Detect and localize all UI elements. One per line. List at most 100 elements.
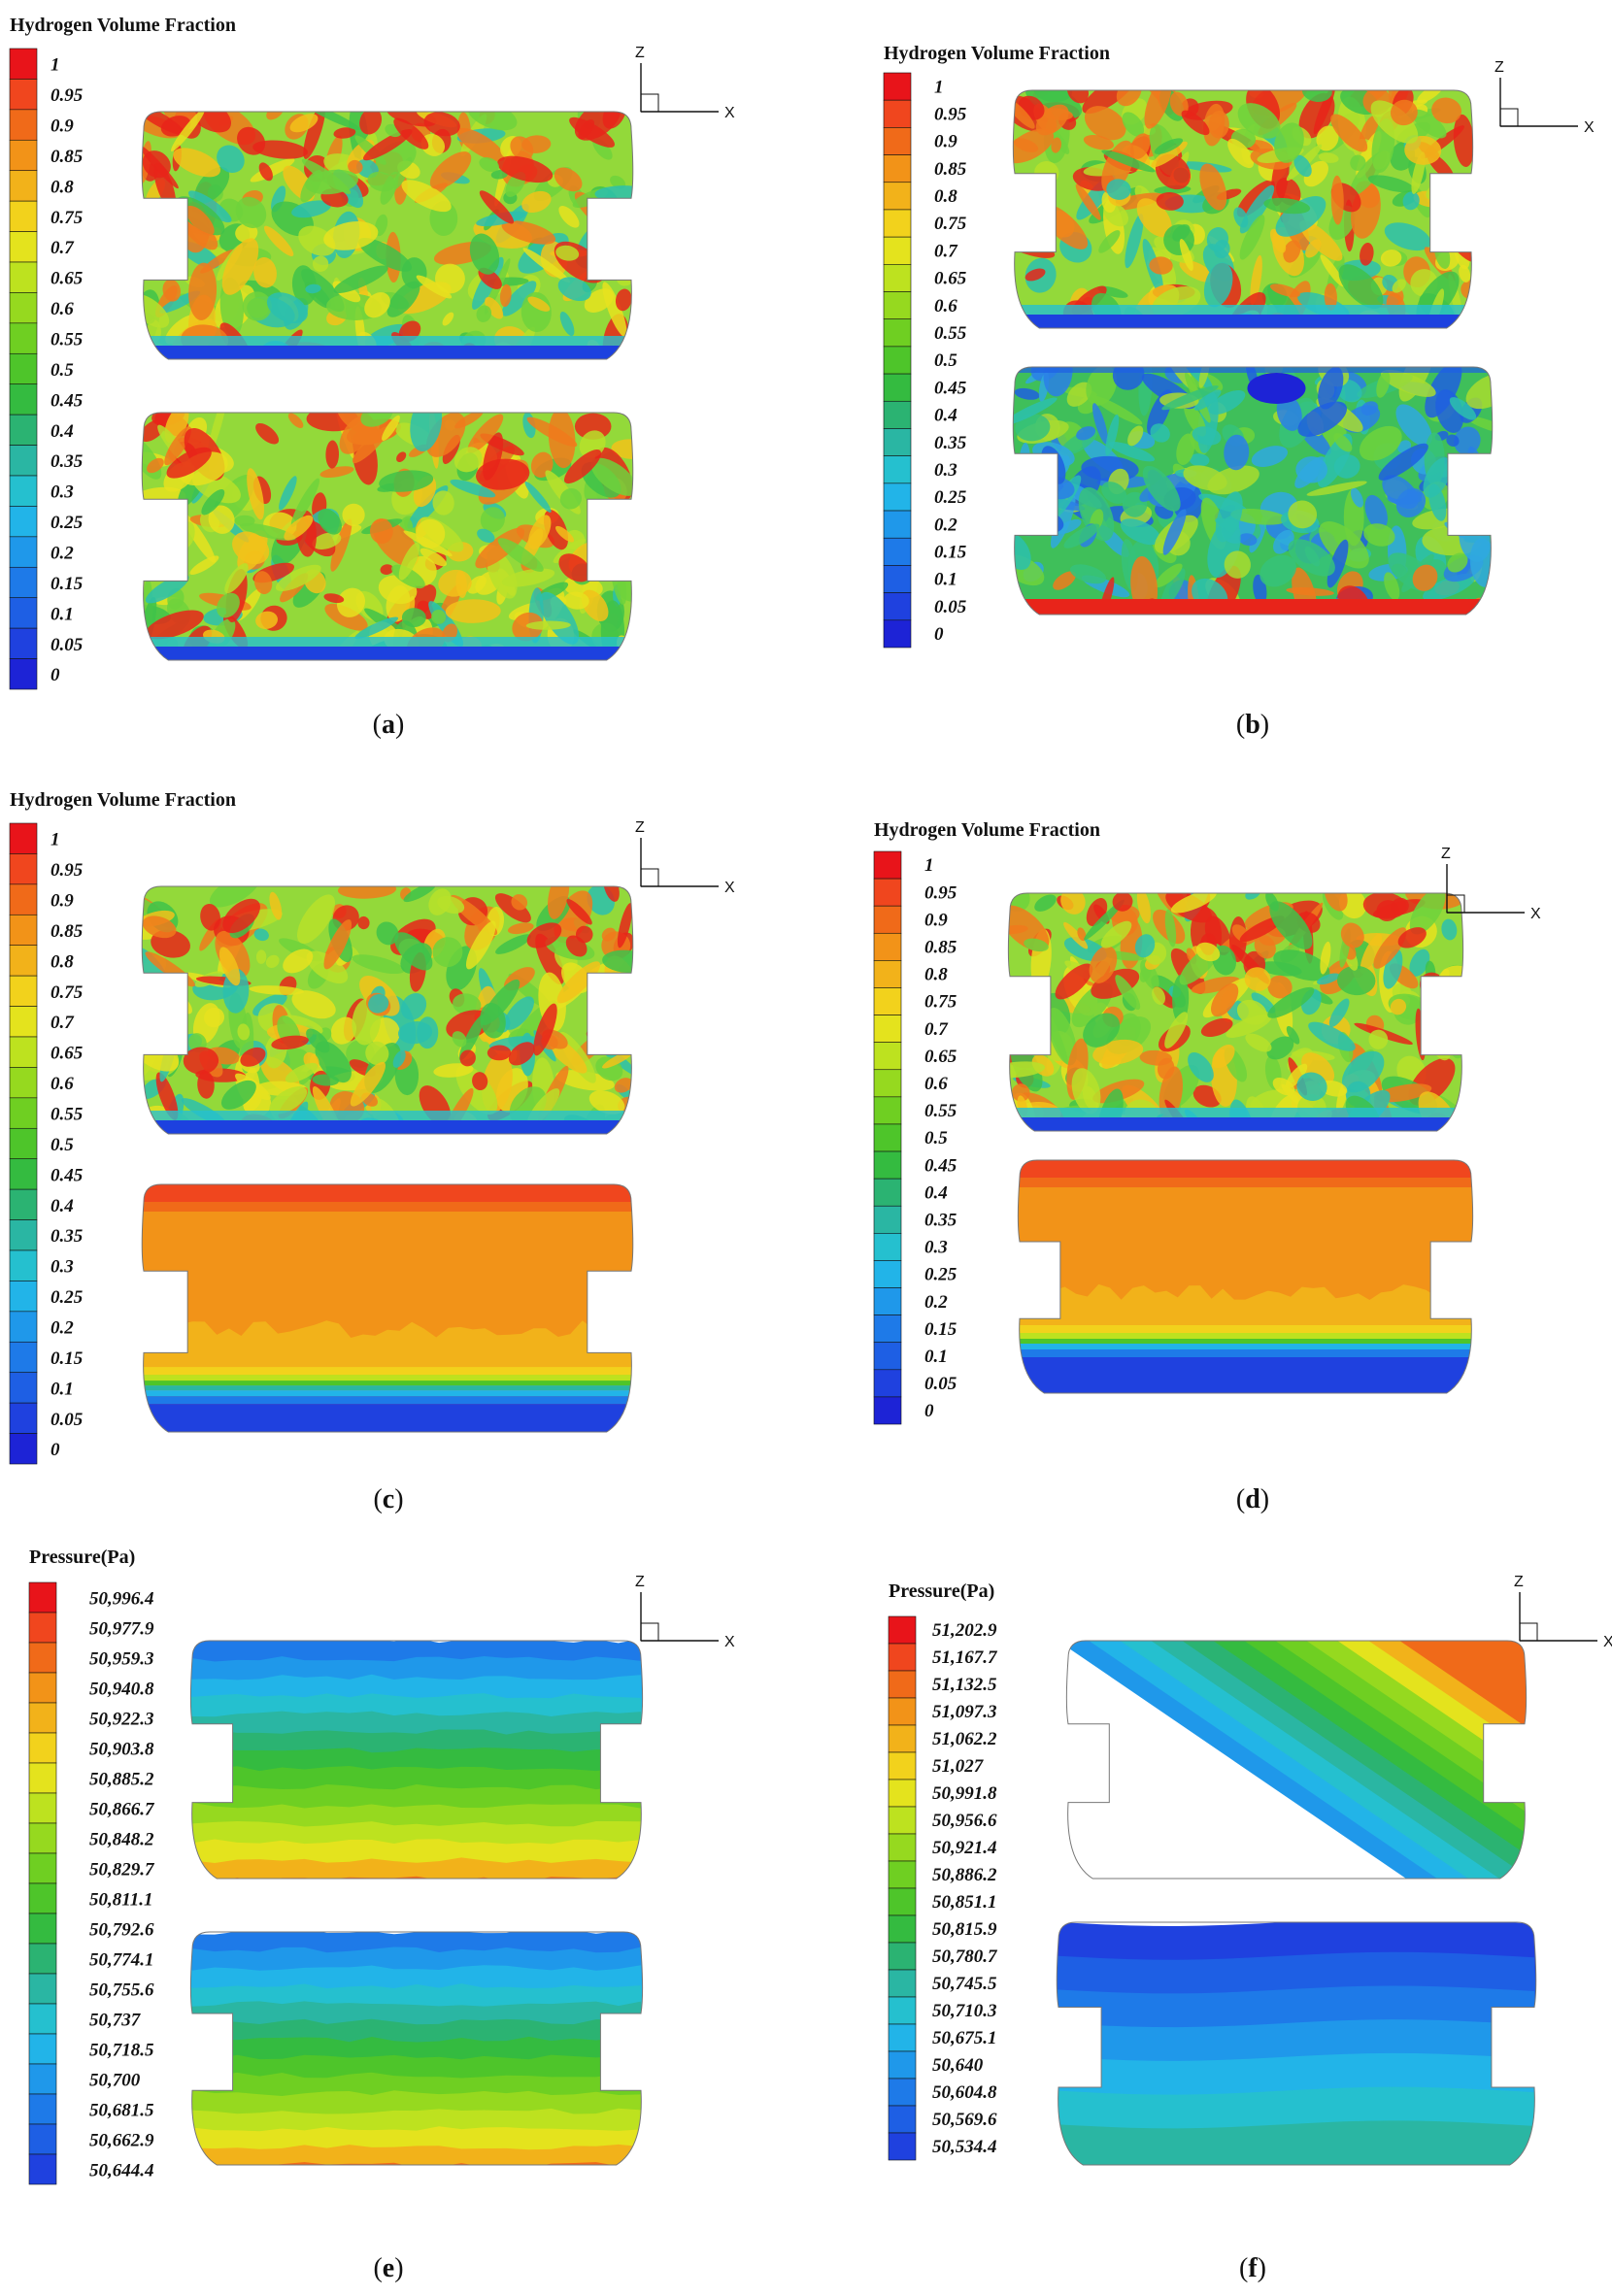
colorbar-swatch — [9, 170, 38, 202]
tank-contour-0 — [1066, 1641, 1527, 1879]
colorbar-label: 0.15 — [50, 1348, 84, 1369]
colorbar-swatch — [888, 1996, 917, 2025]
colorbar-label: 50,755.6 — [89, 1980, 154, 2000]
axis-triad: ZX — [635, 1574, 735, 1650]
colorbar-label: 0.55 — [50, 1104, 84, 1124]
colorbar-swatch — [9, 1006, 38, 1038]
colorbar-swatch — [873, 1178, 902, 1207]
colorbar-label: 0.4 — [50, 1196, 74, 1216]
colorbar-label: 50,866.7 — [89, 1799, 155, 1819]
colorbar-swatch — [9, 322, 38, 354]
colorbar-swatch — [883, 291, 912, 320]
colorbar-label: 50,811.1 — [89, 1889, 152, 1910]
colorbar-swatch — [28, 1642, 57, 1674]
colorbar-swatch — [9, 200, 38, 232]
colorbar-swatch — [873, 1342, 902, 1371]
colorbar-label: 51,062.2 — [932, 1729, 997, 1749]
colorbar-label: 0.5 — [924, 1128, 948, 1148]
colorbar-label: 0.6 — [50, 299, 74, 319]
colorbar-label: 1 — [924, 855, 934, 876]
colorbar-label: 0.1 — [924, 1347, 948, 1367]
colorbar-swatch — [9, 1097, 38, 1129]
axis-z-label: Z — [635, 45, 645, 61]
colorbar-swatch — [9, 1127, 38, 1160]
colorbar-swatch — [9, 975, 38, 1007]
colorbar-swatch — [9, 1219, 38, 1251]
colorbar-label: 0.05 — [50, 1410, 84, 1430]
colorbar-swatch — [9, 1067, 38, 1099]
colorbar-swatch — [888, 1887, 917, 1916]
colorbar-label: 0.25 — [50, 1287, 84, 1308]
colorbar-swatch — [873, 1069, 902, 1098]
colorbar-label: 0.35 — [50, 451, 84, 472]
panel-caption: (c) — [373, 1484, 403, 1514]
colorbar-swatch — [873, 1233, 902, 1261]
colorbar-swatch — [888, 2105, 917, 2134]
axis-triad: ZX — [635, 45, 735, 121]
colorbar-swatch — [9, 1402, 38, 1434]
colorbar-label: 0.8 — [50, 177, 74, 197]
colorbar-label: 0.85 — [50, 147, 84, 167]
colorbar-label: 0.05 — [924, 1374, 957, 1394]
colorbar-swatch — [9, 566, 38, 599]
panel-e: Pressure(Pa) 50,996.4 50,977.9 50,959.3 50,9… — [28, 1547, 735, 2283]
colorbar-swatch — [9, 445, 38, 477]
colorbar-swatch — [883, 127, 912, 155]
tank-contour-1 — [1057, 1922, 1536, 2165]
colorbar-label: 0.1 — [50, 604, 74, 624]
colorbar-swatch — [28, 1732, 57, 1764]
colorbar-label: 50,940.8 — [89, 1679, 154, 1699]
colorbar-label: 0.6 — [50, 1074, 74, 1094]
colorbar-label: 0.15 — [934, 543, 967, 563]
colorbar-swatch — [9, 475, 38, 507]
colorbar-swatch — [28, 2003, 57, 2035]
tank-contour-0 — [1013, 90, 1473, 328]
colorbar-swatch — [9, 1158, 38, 1190]
colorbar-label: 0.45 — [934, 378, 967, 398]
colorbar-label: 0.75 — [934, 214, 967, 234]
colorbar-swatch — [883, 400, 912, 429]
colorbar-swatch — [883, 428, 912, 456]
colorbar-swatch — [873, 932, 902, 961]
colorbar-label: 0.3 — [50, 1257, 74, 1278]
tank-contour-1 — [1018, 1160, 1473, 1393]
colorbar-label: 0.65 — [50, 1044, 84, 1064]
colorbar-swatch — [9, 914, 38, 947]
colorbar-label: 0.15 — [50, 574, 84, 594]
colorbar-label: 50,534.4 — [932, 2137, 997, 2157]
colorbar-label: 50,996.4 — [89, 1588, 154, 1609]
colorbar-label: 0.3 — [50, 482, 74, 503]
colorbar-label: 0.55 — [934, 323, 967, 344]
tank-contour-1 — [190, 1932, 643, 2165]
colorbar-swatch — [888, 2023, 917, 2052]
tank-contour-0 — [190, 1641, 643, 1879]
colorbar-label: 51,132.5 — [932, 1675, 997, 1695]
colorbar-label: 50,885.2 — [89, 1769, 154, 1789]
colorbar-label: 0 — [50, 665, 60, 685]
colorbar-label: 50,886.2 — [932, 1865, 997, 1885]
axis-x-label: X — [724, 1634, 735, 1650]
axis-z-label: Z — [1494, 59, 1504, 76]
colorbar-label: 0.25 — [50, 513, 84, 533]
colorbar-label: 0.8 — [50, 951, 74, 972]
colorbar-label: 0.9 — [924, 910, 948, 930]
colorbar-swatch — [873, 1369, 902, 1398]
colorbar-label: 0.95 — [924, 882, 957, 903]
colorbar-swatch — [9, 383, 38, 416]
colorbar-swatch — [888, 1833, 917, 1862]
colorbar-swatch — [28, 1973, 57, 2005]
colorbar-label: 0.3 — [934, 460, 957, 481]
colorbar-label: 0.45 — [924, 1155, 957, 1176]
colorbar-label: 50,737 — [89, 2010, 142, 2030]
colorbar-label: 1 — [50, 55, 60, 76]
colorbar-swatch — [888, 2078, 917, 2107]
tank-contour-0 — [142, 112, 633, 359]
colorbar-swatch — [888, 1643, 917, 1672]
colorbar-swatch — [28, 1672, 57, 1704]
colorbar-label: 0.4 — [924, 1182, 948, 1203]
axis-x-label: X — [1530, 906, 1541, 922]
colorbar-swatch — [28, 1762, 57, 1794]
colorbar-label: 0.2 — [934, 515, 957, 535]
colorbar-label: 0.35 — [924, 1210, 957, 1230]
